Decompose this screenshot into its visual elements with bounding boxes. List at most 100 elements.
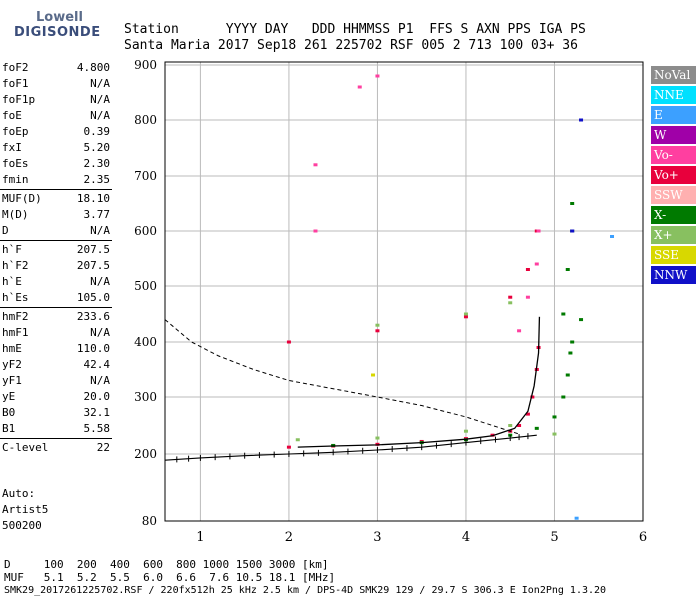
y-tick-label: 200: [134, 447, 157, 461]
echo-point-x: [534, 426, 539, 430]
legend-item-w: W: [651, 126, 696, 144]
param-label: yF1: [2, 374, 22, 387]
param-fof2: foF2 4.800: [2, 60, 110, 76]
echo-point-x: [570, 202, 575, 205]
param-separator: [0, 240, 112, 241]
echo-point-vo: [517, 424, 522, 427]
legend-item-nne: NNE: [651, 86, 696, 104]
echo-point-e: [574, 516, 579, 520]
param-label: fxI: [2, 141, 22, 154]
y-tick-label: 600: [134, 224, 157, 238]
echo-point-vo: [534, 262, 539, 266]
footer-file-info: SMK29_2017261225702.RSF / 220fx512h 25 k…: [4, 585, 607, 596]
ordinary-trace-fit: [297, 316, 541, 448]
param-label: fmin: [2, 173, 29, 186]
param-hmf1: hmF1 N/A: [2, 325, 110, 341]
param-fmin: fmin 2.35: [2, 172, 110, 188]
param-label: foF1: [2, 77, 29, 90]
echo-point-sse: [371, 373, 376, 377]
y-tick-label: 500: [134, 279, 157, 293]
muf-curve: [164, 319, 520, 435]
param-mufd: MUF(D) 18.10: [2, 191, 110, 207]
param-label: hmF1: [2, 326, 29, 339]
param-label: h`E: [2, 275, 22, 288]
param-value: 110.0: [76, 342, 110, 355]
param-fof1p: foF1p N/A: [2, 92, 110, 108]
param-label: yE: [2, 390, 16, 403]
legend-item-e: E: [651, 106, 696, 124]
echo-point-x: [295, 438, 300, 442]
echo-point-vo: [525, 268, 530, 271]
param-label: h`F: [2, 243, 22, 256]
echo-point-x: [552, 415, 557, 419]
param-value: 207.5: [76, 243, 110, 256]
param-hes: h`Es 105.0: [2, 290, 110, 306]
param-value: 4.800: [76, 61, 110, 74]
echo-point-x: [463, 312, 468, 316]
x-tick-label: 6: [639, 530, 647, 545]
param-hmf2: hmF2 233.6: [2, 309, 110, 325]
param-separator: [0, 189, 112, 190]
param-separator: [0, 438, 112, 439]
x-tick-label: 1: [196, 530, 204, 545]
echo-point-vo: [313, 229, 318, 233]
echo-point-e: [610, 235, 615, 238]
y-tick-label: 80: [142, 514, 157, 528]
echo-point-x: [568, 351, 573, 355]
param-value: 20.0: [83, 390, 111, 403]
param-fof1: foF1 N/A: [2, 76, 110, 92]
legend-item-ssw: SSW: [651, 186, 696, 204]
param-label: D: [2, 224, 9, 237]
param-separator: [0, 307, 112, 308]
echo-point-vo: [286, 340, 291, 344]
param-hf: h`F 207.5: [2, 242, 110, 258]
echo-point-vo: [525, 412, 530, 416]
echo-point-vo: [517, 329, 522, 333]
echo-point-x: [561, 395, 566, 399]
param-foes: foEs 2.30: [2, 156, 110, 172]
param-b1: B1 5.58: [2, 421, 110, 437]
param-b0: B0 32.1: [2, 405, 110, 421]
param-label: foF1p: [2, 93, 36, 106]
param-value: 233.6: [76, 310, 110, 323]
legend-item-noval: NoVal: [651, 66, 696, 84]
param-d: D N/A: [2, 223, 110, 239]
param-value: 18.10: [76, 192, 110, 205]
echo-point-x: [570, 340, 575, 344]
y-tick-label: 800: [134, 113, 157, 127]
echo-point-x: [565, 373, 570, 377]
param-value: 0.39: [83, 125, 111, 138]
x-tick-label: 3: [373, 530, 381, 545]
param-value: N/A: [90, 275, 110, 288]
autoscale-method: Artist5: [2, 503, 49, 516]
param-label: h`Es: [2, 291, 29, 304]
param-he: h`E N/A: [2, 274, 110, 290]
param-label: M(D): [2, 208, 29, 221]
param-md: M(D) 3.77: [2, 207, 110, 223]
param-value: 5.58: [83, 422, 111, 435]
param-hme: hmE 110.0: [2, 341, 110, 357]
echo-point-nnw: [579, 118, 584, 122]
param-ye: yE 20.0: [2, 389, 110, 405]
echo-point-vo: [463, 315, 468, 319]
param-label: B1: [2, 422, 16, 435]
y-tick-label: 900: [134, 58, 157, 72]
footer-muf-row: MUF 5.1 5.2 5.5 6.0 6.6 7.6 10.5 18.1 [M…: [4, 571, 336, 584]
legend-item-x: X+: [651, 226, 696, 244]
param-yf1: yF1 N/A: [2, 373, 110, 389]
header-row-2: Santa Maria 2017 Sep18 261 225702 RSF 00…: [124, 38, 578, 53]
param-label: hmE: [2, 342, 22, 355]
x-tick-label: 2: [285, 530, 293, 545]
echo-point-vo: [536, 229, 541, 233]
echo-point-x: [508, 424, 513, 427]
param-yf2: yF2 42.4: [2, 357, 110, 373]
autoscale-code: 500200: [2, 519, 42, 532]
param-value: 22: [96, 441, 110, 454]
param-label: B0: [2, 406, 16, 419]
echo-point-nnw: [570, 229, 575, 233]
param-hf2: h`F2 207.5: [2, 258, 110, 274]
param-label: MUF(D): [2, 192, 42, 205]
echo-point-x: [552, 432, 557, 436]
legend-item-vo: Vo+: [651, 166, 696, 184]
echo-point-x: [375, 323, 380, 327]
